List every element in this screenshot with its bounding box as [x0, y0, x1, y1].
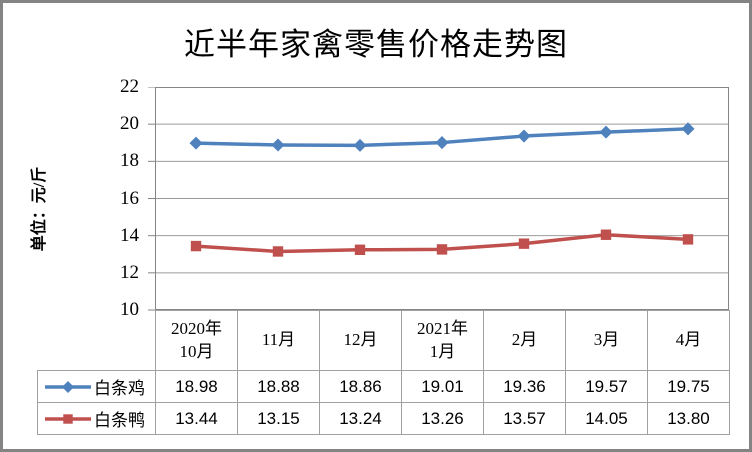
value-cell: 13.15 [237, 402, 320, 435]
series-marker-0 [599, 125, 613, 139]
data-table-row: 白条鸡 18.98 18.88 18.86 19.01 19.36 19.57 19.75 [37, 370, 730, 403]
legend-cell-1: 白条鸭 [37, 402, 156, 435]
legend-key-diamond-icon [45, 380, 91, 393]
series-marker-1 [518, 238, 530, 249]
value-cell: 19.36 [483, 370, 566, 403]
category-header: 2020年 10月 [155, 310, 238, 371]
y-tick-label: 16 [120, 187, 139, 209]
series-marker-0 [189, 136, 203, 150]
y-tick-label: 18 [120, 150, 139, 172]
category-header: 3月 [565, 310, 648, 371]
data-table: 2020年 10月 11月 12月 2021年 1月 2月 3月 4月 白条鸡 18.98 18… [37, 310, 730, 435]
category-header: 11月 [237, 310, 320, 371]
y-tick-label: 20 [120, 113, 139, 135]
y-tick-label: 22 [120, 76, 139, 97]
category-header: 2月 [483, 310, 566, 371]
legend-entry: 白条鸭 [38, 406, 155, 431]
series-marker-0 [353, 138, 367, 152]
series-name: 白条鸡 [94, 379, 145, 398]
value-cell: 18.86 [319, 370, 402, 403]
series-marker-0 [517, 129, 531, 143]
value-cell: 18.98 [155, 370, 238, 403]
y-axis-title: 单位：元/斤 [31, 166, 48, 252]
category-header: 4月 [647, 310, 730, 371]
legend-header-spacer [38, 311, 156, 371]
value-cell: 13.80 [647, 402, 730, 435]
y-tick-label: 10 [120, 299, 139, 320]
value-cell: 19.75 [647, 370, 730, 403]
series-marker-1 [682, 234, 694, 245]
value-cell: 13.26 [401, 402, 484, 435]
series-marker-1 [354, 244, 366, 255]
value-cell: 19.57 [565, 370, 648, 403]
series-name: 白条鸭 [94, 411, 145, 430]
series-marker-1 [436, 244, 448, 255]
value-cell: 13.24 [319, 402, 402, 435]
category-header: 2021年 1月 [401, 310, 484, 371]
value-cell: 18.88 [237, 370, 320, 403]
y-tick-label: 12 [120, 261, 139, 283]
plot-border [155, 87, 729, 310]
legend-entry: 白条鸡 [38, 374, 155, 399]
plot-area [148, 87, 729, 311]
legend-key-marker [62, 380, 74, 393]
category-header: 12月 [319, 310, 402, 371]
value-cell: 14.05 [565, 402, 648, 435]
data-table-header-row: 2020年 10月 11月 12月 2021年 1月 2月 3月 4月 [38, 310, 730, 371]
chart-title: 近半年家禽零售价格走势图 [184, 27, 568, 62]
value-cell: 13.57 [483, 402, 566, 435]
legend-cell-0: 白条鸡 [37, 370, 156, 403]
series-marker-0 [271, 138, 285, 152]
value-cell: 19.01 [401, 370, 484, 403]
legend-key-marker [63, 413, 73, 424]
series-marker-1 [272, 246, 284, 257]
legend-key-square-icon [45, 413, 91, 424]
series-marker-0 [435, 136, 449, 150]
series-marker-1 [190, 240, 202, 252]
data-table-row: 白条鸭 13.44 13.15 13.24 13.26 13.57 14.05 13.80 [37, 402, 730, 435]
y-tick-label: 14 [120, 224, 139, 246]
value-cell: 13.44 [155, 402, 238, 435]
series-marker-1 [600, 229, 612, 240]
